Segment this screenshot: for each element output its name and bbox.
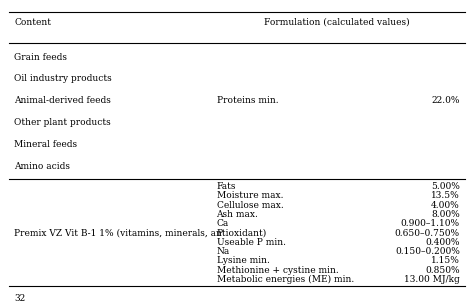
Text: 0.850%: 0.850% xyxy=(425,266,460,275)
Text: 0.900–1.10%: 0.900–1.10% xyxy=(401,219,460,228)
Text: Premix VZ Vit B-1 1% (vitamins, minerals, antioxidant): Premix VZ Vit B-1 1% (vitamins, minerals… xyxy=(14,229,266,237)
Text: Ca: Ca xyxy=(217,219,229,228)
Text: Formulation (calculated values): Formulation (calculated values) xyxy=(264,18,410,27)
Text: Grain feeds: Grain feeds xyxy=(14,53,67,62)
Text: 1.15%: 1.15% xyxy=(431,257,460,265)
Text: 13.00 MJ/kg: 13.00 MJ/kg xyxy=(404,275,460,284)
Text: 32: 32 xyxy=(14,294,25,303)
Text: 8.00%: 8.00% xyxy=(431,210,460,219)
Text: 13.5%: 13.5% xyxy=(431,192,460,201)
Text: Methionine + cystine min.: Methionine + cystine min. xyxy=(217,266,338,275)
Text: Na: Na xyxy=(217,247,230,256)
Text: 5.00%: 5.00% xyxy=(431,182,460,191)
Text: Metabolic energies (ME) min.: Metabolic energies (ME) min. xyxy=(217,275,354,284)
Text: 0.150–0.200%: 0.150–0.200% xyxy=(395,247,460,256)
Text: Moisture max.: Moisture max. xyxy=(217,192,283,201)
Text: Content: Content xyxy=(14,18,51,27)
Text: Ash max.: Ash max. xyxy=(217,210,258,219)
Text: Proteins min.: Proteins min. xyxy=(217,96,278,105)
Text: 0.650–0.750%: 0.650–0.750% xyxy=(395,229,460,237)
Text: Fats: Fats xyxy=(217,182,236,191)
Text: Mineral feeds: Mineral feeds xyxy=(14,140,77,149)
Text: Cellulose max.: Cellulose max. xyxy=(217,201,283,210)
Text: Other plant products: Other plant products xyxy=(14,118,111,127)
Text: Useable P min.: Useable P min. xyxy=(217,238,285,247)
Text: 4.00%: 4.00% xyxy=(431,201,460,210)
Text: Oil industry products: Oil industry products xyxy=(14,75,112,83)
Text: P: P xyxy=(217,229,223,237)
Text: 22.0%: 22.0% xyxy=(431,96,460,105)
Text: Animal-derived feeds: Animal-derived feeds xyxy=(14,96,111,105)
Text: Amino acids: Amino acids xyxy=(14,162,70,171)
Text: Lysine min.: Lysine min. xyxy=(217,257,269,265)
Text: 0.400%: 0.400% xyxy=(426,238,460,247)
